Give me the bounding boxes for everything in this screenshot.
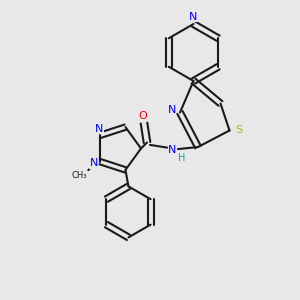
Text: N: N — [168, 145, 177, 155]
Text: N: N — [94, 124, 103, 134]
Text: O: O — [138, 111, 147, 122]
Text: H: H — [178, 153, 185, 164]
Text: CH₃: CH₃ — [71, 171, 87, 180]
Text: S: S — [235, 125, 242, 136]
Text: N: N — [189, 11, 198, 22]
Text: N: N — [167, 105, 176, 115]
Text: N: N — [89, 158, 98, 168]
